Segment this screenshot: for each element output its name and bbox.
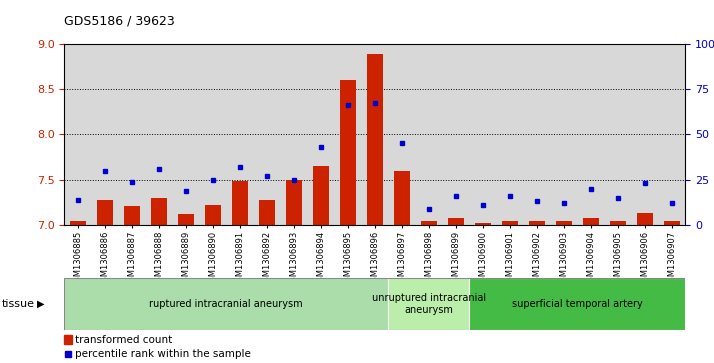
Text: GDS5186 / 39623: GDS5186 / 39623: [64, 15, 175, 28]
Text: tissue: tissue: [1, 299, 34, 309]
Bar: [610, 220, 626, 225]
Bar: [421, 221, 437, 225]
Bar: [151, 198, 167, 225]
Bar: [258, 200, 275, 225]
Bar: [388, 278, 469, 330]
Bar: [340, 80, 356, 225]
Text: ruptured intracranial aneurysm: ruptured intracranial aneurysm: [149, 299, 303, 309]
Bar: [232, 182, 248, 225]
Bar: [70, 220, 86, 225]
Bar: [64, 278, 388, 330]
Bar: [393, 171, 410, 225]
Bar: [637, 213, 653, 225]
Bar: [367, 54, 383, 225]
Bar: [469, 278, 685, 330]
Bar: [313, 166, 329, 225]
Bar: [96, 200, 113, 225]
Bar: [529, 221, 545, 225]
Text: ▶: ▶: [37, 299, 45, 309]
Bar: [286, 180, 302, 225]
Text: percentile rank within the sample: percentile rank within the sample: [76, 349, 251, 359]
Text: unruptured intracranial
aneurysm: unruptured intracranial aneurysm: [372, 293, 486, 315]
Bar: [502, 221, 518, 225]
Text: transformed count: transformed count: [76, 335, 173, 344]
Bar: [555, 221, 572, 225]
Bar: [205, 205, 221, 225]
Bar: [583, 218, 599, 225]
Bar: [64, 335, 72, 344]
Bar: [664, 221, 680, 225]
Bar: [475, 223, 491, 225]
Bar: [124, 206, 140, 225]
Bar: [448, 218, 464, 225]
Text: superficial temporal artery: superficial temporal artery: [512, 299, 643, 309]
Bar: [178, 214, 194, 225]
